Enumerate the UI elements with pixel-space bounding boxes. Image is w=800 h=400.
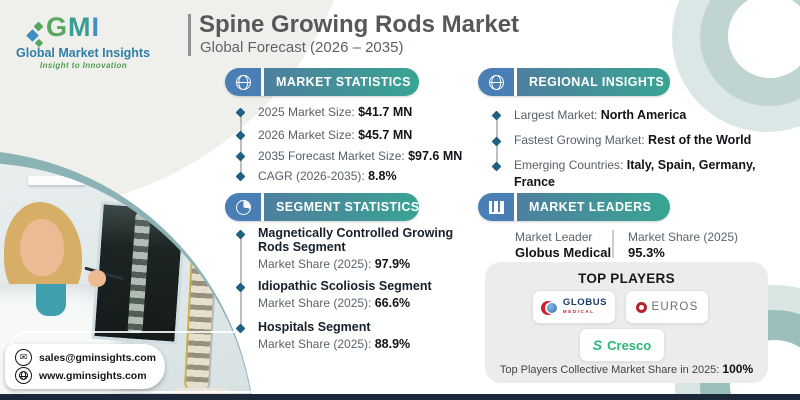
stat-cagr: CAGR (2026-2035): 8.8% <box>258 169 397 183</box>
doctor-shirt <box>36 284 66 316</box>
leader-share-value: 95.3% <box>628 245 665 260</box>
website-globe-icon <box>15 367 32 384</box>
contact-website[interactable]: www.gminsights.com <box>15 367 157 384</box>
doctor-hand <box>163 209 183 234</box>
globe-chart-icon <box>225 68 261 96</box>
regional-insights-header: REGIONAL INSIGHTS <box>478 68 670 96</box>
segment-item-idiopathic-scoliosis: Idiopathic Scoliosis Segment Market Shar… <box>258 279 432 310</box>
player-logo-globus-medical: GLOBUS MEDICAL <box>532 290 616 324</box>
top-players-heading: TOP PLAYERS <box>578 271 675 286</box>
doctor-hand-pen <box>88 270 106 287</box>
title-divider <box>188 14 191 56</box>
xray-spine-image <box>127 212 151 334</box>
page-subtitle: Global Forecast (2026 – 2035) <box>200 39 404 56</box>
bottom-bar <box>0 394 800 400</box>
market-leader-label: Market Leader <box>515 230 593 244</box>
globe-icon <box>478 68 514 96</box>
euros-ring-icon <box>635 301 647 313</box>
top-players-box: TOP PLAYERS GLOBUS MEDICAL EUROS S Cresc… <box>485 262 768 383</box>
brand-tagline: Insight to Innovation <box>40 61 128 70</box>
regional-emerging-countries: Emerging Countries: Italy, Spain, German… <box>514 158 756 189</box>
player-logo-cresco: S Cresco <box>579 328 665 362</box>
email-icon: ✉ <box>15 349 32 366</box>
segment-statistics-header: SEGMENT STATISTICS <box>225 193 419 221</box>
market-leader-name: Globus Medical <box>515 245 612 260</box>
brand-name: Global Market Insights <box>16 46 151 60</box>
contact-card: ✉ sales@gminsights.com www.gminsights.co… <box>5 344 165 389</box>
contact-email[interactable]: ✉ sales@gminsights.com <box>15 349 157 366</box>
bullet-diamond <box>235 130 246 141</box>
player-logo-euros: EUROS <box>625 290 709 324</box>
market-statistics-header: MARKET STATISTICS <box>225 68 419 96</box>
bullet-diamond <box>491 161 502 172</box>
spine-model-base <box>172 388 230 399</box>
top-players-footer: Top Players Collective Market Share in 2… <box>499 362 754 376</box>
pie-chart-magnifier-icon <box>225 193 261 221</box>
cresco-s-icon: S <box>592 337 603 353</box>
globus-medical-icon <box>540 300 558 315</box>
segment-item-magnetic-rods: Magnetically Controlled Growing Rods Seg… <box>258 226 454 271</box>
buildings-chart-icon <box>478 193 514 221</box>
bullet-connector-line <box>240 112 242 176</box>
top-right-ring-hole <box>728 0 800 78</box>
stat-2035-forecast-size: 2035 Forecast Market Size: $97.6 MN <box>258 149 463 163</box>
shelf <box>98 181 142 188</box>
stat-2025-market-size: 2025 Market Size: $41.7 MN <box>258 105 413 119</box>
regional-fastest-growing: Fastest Growing Market: Rest of the Worl… <box>514 133 752 147</box>
leader-divider <box>612 230 614 258</box>
page-title: Spine Growing Rods Market <box>199 11 520 38</box>
bullet-connector-line <box>240 234 242 330</box>
doctor-face <box>20 219 64 276</box>
bullet-diamond <box>491 110 502 121</box>
bullet-diamond <box>235 151 246 162</box>
segment-item-hospitals: Hospitals Segment Market Share (2025): 8… <box>258 320 411 351</box>
stat-2026-market-size: 2026 Market Size: $45.7 MN <box>258 128 413 142</box>
shelf <box>28 176 86 185</box>
bullet-diamond <box>491 136 502 147</box>
market-leaders-header: MARKET LEADERS <box>478 193 670 221</box>
regional-largest-market: Largest Market: North America <box>514 108 687 122</box>
gmi-logo-text: GMI <box>46 12 101 42</box>
leader-share-label: Market Share (2025) <box>628 230 739 244</box>
